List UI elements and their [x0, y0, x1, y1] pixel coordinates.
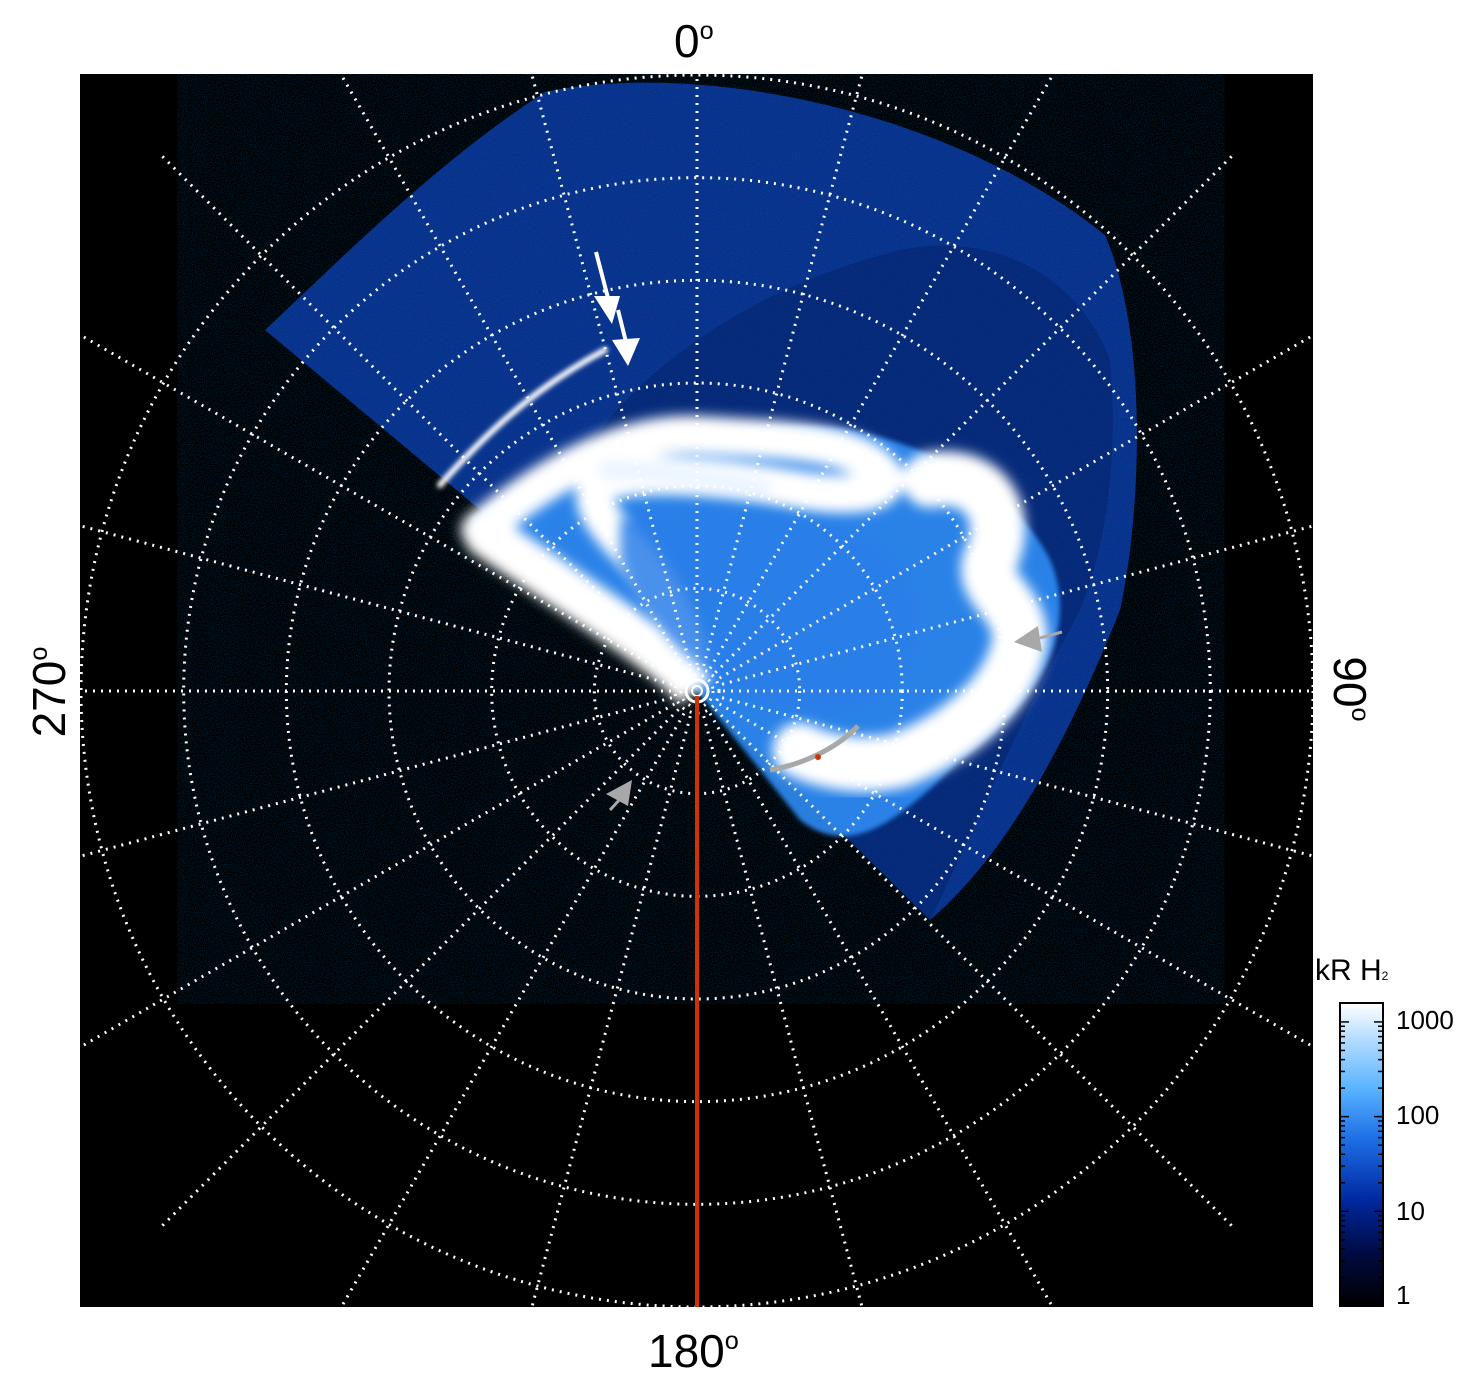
footprint-red-dot	[815, 754, 821, 760]
colorbar-tick-1000: 1000	[1396, 1005, 1454, 1035]
gray-arrow-lower	[606, 780, 632, 812]
white-arrow-1	[594, 251, 620, 324]
gray-arrow-right	[1014, 626, 1063, 652]
grid-circle-inner	[673, 667, 721, 715]
white-arrow-2	[612, 309, 640, 366]
azimuth-label-180: 180o	[648, 1325, 739, 1377]
colorbar	[1339, 1002, 1384, 1307]
thin-auroral-arc	[437, 347, 608, 488]
oval-interior	[620, 509, 917, 714]
azimuth-label-0: 0o	[674, 15, 714, 67]
azimuth-label-90: 90o	[1324, 656, 1376, 722]
colorbar-tick-100: 100	[1396, 1100, 1440, 1130]
colorbar-tick-1: 1	[1396, 1280, 1411, 1310]
grid-circle	[490, 484, 904, 898]
colorbar-title: kR H2	[1315, 954, 1389, 987]
colorbar-tick-10: 10	[1396, 1196, 1425, 1226]
grid-circle	[182, 176, 1212, 1206]
azimuth-label-270: 270o	[23, 646, 75, 738]
colorbar-ticks	[1340, 1021, 1383, 1307]
